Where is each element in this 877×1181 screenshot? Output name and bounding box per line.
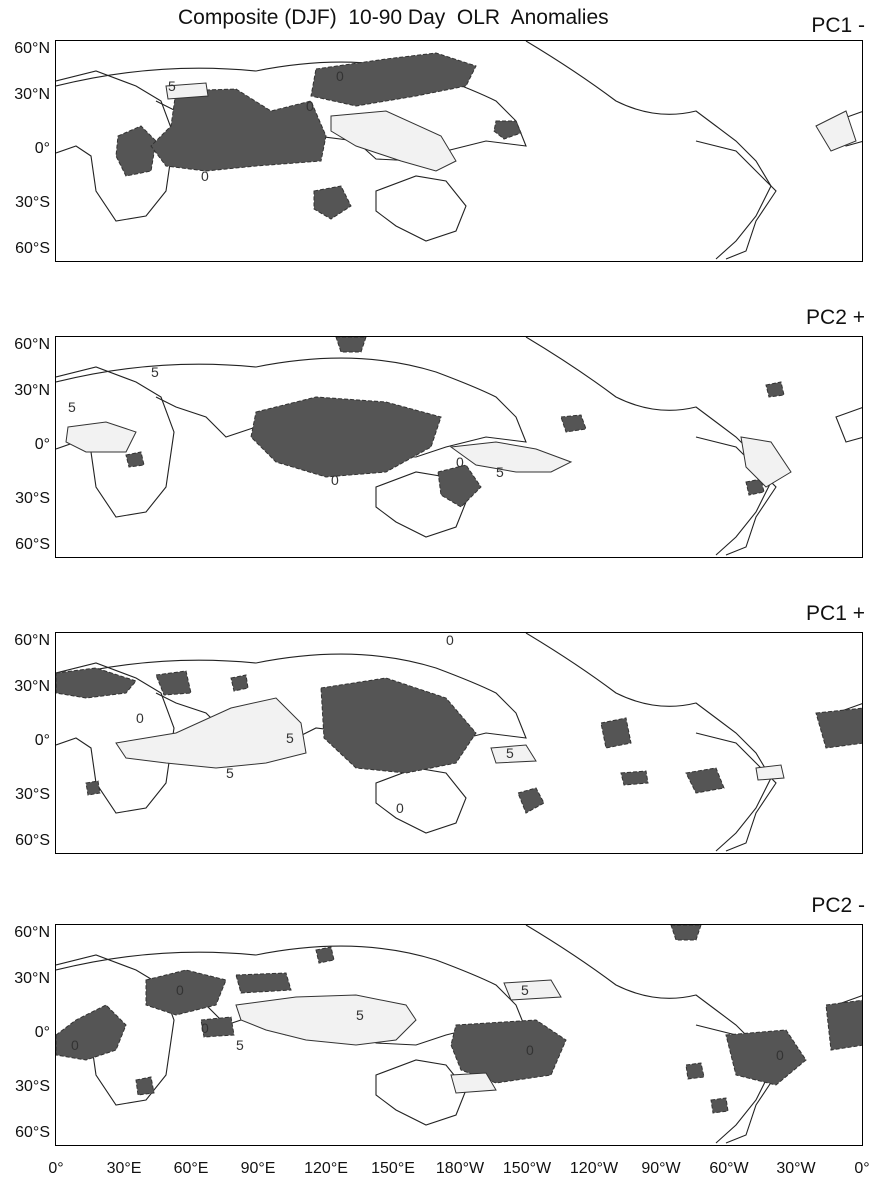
map-2-svg: 5 5 0 5 0 bbox=[56, 337, 862, 556]
figure-title: Composite (DJF) 10-90 Day OLR Anomalies bbox=[178, 6, 609, 29]
contour-label: 5 bbox=[226, 765, 234, 781]
negative-shading-3 bbox=[56, 667, 862, 814]
panel-label-4: PC2 - bbox=[811, 894, 865, 917]
contour-label: 0 bbox=[776, 1047, 784, 1063]
negative-shading-2 bbox=[125, 337, 785, 508]
contour-label: 5 bbox=[286, 730, 294, 746]
lat-label: 30°S bbox=[15, 786, 50, 803]
lon-label: 30°E bbox=[106, 1160, 142, 1177]
lon-label: 0° bbox=[854, 1160, 870, 1177]
map-panel-2: 5 5 0 5 0 bbox=[55, 336, 863, 558]
contour-label: 5 bbox=[496, 464, 504, 480]
contour-label: 0 bbox=[306, 98, 314, 114]
positive-contours-2 bbox=[65, 421, 792, 488]
map-panel-3: 0 5 5 5 0 0 bbox=[55, 632, 863, 854]
lat-label: 60°N bbox=[14, 924, 50, 941]
lon-label: 90°W bbox=[641, 1160, 681, 1177]
lon-label: 150°W bbox=[502, 1160, 552, 1177]
lat-label: 30°N bbox=[14, 678, 50, 695]
lat-label: 60°N bbox=[14, 40, 50, 57]
contour-label: 5 bbox=[236, 1037, 244, 1053]
map-1-svg: 5 0 0 0 bbox=[56, 41, 862, 260]
positive-contours-3 bbox=[115, 697, 785, 781]
lat-label: 30°S bbox=[15, 1078, 50, 1095]
panel-label-1: PC1 - bbox=[811, 14, 865, 37]
panel-label-2: PC2 + bbox=[806, 306, 865, 329]
lat-label: 0° bbox=[34, 436, 50, 453]
lon-label: 60°W bbox=[709, 1160, 749, 1177]
lat-label: 60°N bbox=[14, 632, 50, 649]
lat-label: 30°N bbox=[14, 382, 50, 399]
panel-label-3: PC1 + bbox=[806, 602, 865, 625]
positive-contours-4 bbox=[235, 979, 562, 1094]
lat-label: 60°N bbox=[14, 336, 50, 353]
negative-shading-4 bbox=[56, 925, 862, 1114]
contour-label: 0 bbox=[336, 68, 344, 84]
contour-label: 0 bbox=[526, 1042, 534, 1058]
lon-label: 60°E bbox=[173, 1160, 209, 1177]
map-4-svg: 0 5 5 5 0 0 0 0 bbox=[56, 925, 862, 1144]
lon-label: 120°E bbox=[304, 1160, 348, 1177]
contour-label: 0 bbox=[71, 1037, 79, 1053]
contour-label: 5 bbox=[521, 982, 529, 998]
lat-label: 30°N bbox=[14, 970, 50, 987]
contour-label: 5 bbox=[506, 745, 514, 761]
lat-label: 30°S bbox=[15, 194, 50, 211]
contour-label: 0 bbox=[456, 454, 464, 470]
map-panel-1: 5 0 0 0 bbox=[55, 40, 863, 262]
lon-label: 150°E bbox=[371, 1160, 415, 1177]
contour-label: 0 bbox=[176, 982, 184, 998]
negative-shading-1 bbox=[115, 52, 522, 220]
lat-label: 60°S bbox=[15, 536, 50, 553]
continents-3 bbox=[56, 633, 862, 852]
lat-label: 60°S bbox=[15, 832, 50, 849]
contour-label: 0 bbox=[201, 168, 209, 184]
lat-label: 60°S bbox=[15, 1124, 50, 1141]
contour-label: 0 bbox=[201, 1020, 209, 1036]
contour-label: 5 bbox=[168, 78, 176, 94]
contour-label: 5 bbox=[68, 399, 76, 415]
lon-label: 180°W bbox=[435, 1160, 485, 1177]
contour-label: 0 bbox=[446, 633, 454, 648]
lon-label: 30°W bbox=[776, 1160, 816, 1177]
contour-label: 5 bbox=[356, 1007, 364, 1023]
lat-label: 0° bbox=[34, 1024, 50, 1041]
contour-label: 5 bbox=[151, 364, 159, 380]
lat-label: 60°S bbox=[15, 240, 50, 257]
lat-label: 30°N bbox=[14, 86, 50, 103]
map-panel-4: 0 5 5 5 0 0 0 0 bbox=[55, 924, 863, 1146]
lon-label: 90°E bbox=[240, 1160, 276, 1177]
lat-label: 0° bbox=[34, 732, 50, 749]
map-3-svg: 0 5 5 5 0 0 bbox=[56, 633, 862, 852]
lon-label: 120°W bbox=[569, 1160, 619, 1177]
lat-label: 30°S bbox=[15, 490, 50, 507]
contour-label: 0 bbox=[396, 800, 404, 816]
lat-label: 0° bbox=[34, 140, 50, 157]
positive-contours-1 bbox=[165, 82, 857, 172]
contour-label: 0 bbox=[136, 710, 144, 726]
lon-label: 0° bbox=[48, 1160, 64, 1177]
contour-label: 0 bbox=[331, 472, 339, 488]
